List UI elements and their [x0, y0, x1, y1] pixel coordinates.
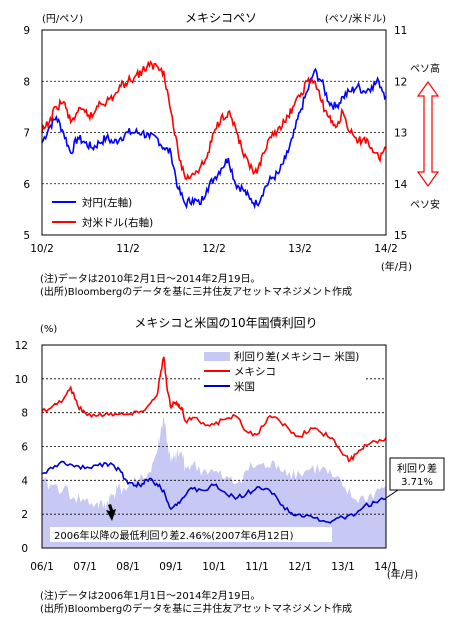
- y-tick-right: 12: [394, 76, 407, 88]
- chart1-left-unit: (円/ペソ): [42, 14, 83, 25]
- y-tick-left: 9: [23, 25, 30, 37]
- chart1-x-unit: (年/月): [381, 260, 412, 273]
- y-tick-left: 7: [23, 128, 30, 140]
- x-tick: 13/1: [331, 561, 355, 573]
- series-line-mexico: [41, 356, 387, 463]
- y-tick: 0: [21, 543, 28, 555]
- chart2-series: [41, 356, 387, 524]
- min-spread-label-bg: [50, 527, 332, 542]
- chart2-y-unit: (%): [40, 324, 57, 335]
- chart1-note: (注)データは2010年2月1日～2014年2月19日。: [40, 274, 261, 285]
- series-line-usd: [41, 59, 387, 181]
- y-tick: 6: [21, 442, 28, 454]
- x-tick: 10/1: [202, 561, 226, 573]
- x-tick: 14/2: [374, 243, 398, 255]
- arrow-label-weak: ペソ安: [410, 198, 440, 211]
- x-tick: 13/2: [288, 243, 312, 255]
- spread-callout-pointer: [385, 489, 399, 499]
- spread-callout-box: [389, 457, 445, 491]
- chart1-series: [41, 59, 387, 210]
- legend-label-mexico: メキシコ: [234, 366, 276, 378]
- y-tick-right: 15: [394, 230, 407, 242]
- chart2-title: メキシコと米国の10年国債利回り: [134, 315, 317, 330]
- y-tick-left: 5: [23, 230, 30, 242]
- legend-label-us: 米国: [234, 380, 255, 393]
- y-tick: 10: [15, 374, 28, 386]
- chart2-ticks: 0 2 4 6 8 10 12 06/1 07/1 08/1 09/1 10/1 11/1 12/1 13/…: [15, 340, 398, 573]
- legend-swatch-spread: [204, 352, 230, 361]
- spread-callout: 利回り差 3.71%: [385, 457, 445, 499]
- x-tick: 12/1: [288, 561, 312, 573]
- spread-callout-line1: 利回り差: [397, 462, 437, 475]
- x-tick: 14/1: [374, 561, 398, 573]
- peso-strength-arrow: ペソ高 ペソ安: [410, 62, 440, 211]
- x-tick: 06/1: [30, 561, 54, 573]
- legend-label-usd: 対米ドル(右軸): [82, 216, 153, 229]
- double-arrow-icon: [416, 80, 440, 188]
- min-spread-annotation: 2006年以降の最低利回り差2.46%(2007年6月12日): [50, 504, 332, 542]
- annotation-arrow-icon: [106, 504, 116, 521]
- x-tick: 09/1: [159, 561, 183, 573]
- chart2-x-unit: (年/月): [387, 568, 418, 581]
- x-tick: 07/1: [73, 561, 97, 573]
- chart1-plot-frame: [41, 29, 387, 236]
- spread-callout-line2: 3.71%: [401, 477, 433, 488]
- x-tick: 10/2: [30, 243, 54, 255]
- chart-yields: メキシコと米国の10年国債利回り (%) 0 2 4 6 8 10 12 06/1 07/1 08…: [15, 315, 445, 581]
- y-tick-left: 8: [23, 76, 30, 88]
- y-tick-left: 6: [23, 179, 30, 191]
- chart2-note: (注)データは2006年1月1日～2014年2月19日。: [40, 591, 261, 602]
- y-tick: 4: [21, 475, 28, 487]
- x-tick: 11/2: [116, 243, 140, 255]
- arrow-label-strong: ペソ高: [410, 62, 440, 75]
- chart1-right-unit: (ペソ/米ドル): [325, 12, 386, 25]
- y-tick: 8: [21, 408, 28, 420]
- chart2-grid: [42, 378, 386, 515]
- x-tick: 08/1: [116, 561, 140, 573]
- x-tick: 11/1: [245, 561, 269, 573]
- y-tick: 12: [15, 340, 28, 352]
- series-line-us: [41, 460, 387, 524]
- chart2-plot-frame: [41, 344, 387, 549]
- chart1-title: メキシコペソ: [185, 11, 257, 25]
- x-tick: 12/2: [202, 243, 226, 255]
- series-line-jpy: [41, 67, 387, 210]
- chart2-legend: 利回り差(メキシコ− 米国) メキシコ 米国: [201, 348, 365, 396]
- chart1-legend: 対円(左軸) 対米ドル(右軸): [52, 196, 153, 229]
- y-tick-right: 14: [394, 179, 408, 191]
- min-spread-label: 2006年以降の最低利回り差2.46%(2007年6月12日): [54, 529, 294, 542]
- legend-label-jpy: 対円(左軸): [82, 196, 132, 209]
- chart2-source: (出所)Bloombergのデータを基に三井住友アセットマネジメント作成: [40, 604, 353, 615]
- y-tick-right: 13: [394, 128, 407, 140]
- y-tick: 2: [21, 509, 28, 521]
- y-tick-right: 11: [394, 25, 407, 37]
- chart1-source: (出所)Bloombergのデータを基に三井住友アセットマネジメント作成: [40, 287, 353, 298]
- chart1-ticks: 5 6 7 8 9 11 12 13 14 15 10/2 11/2 12/2 13/2 14/2: [23, 25, 407, 255]
- legend-label-spread: 利回り差(メキシコ− 米国): [234, 350, 359, 363]
- chart-mxn: メキシコペソ (円/ペソ) (ペソ/米ドル) 5 6 7 8 9 11 12 13 14 15 10…: [23, 11, 440, 273]
